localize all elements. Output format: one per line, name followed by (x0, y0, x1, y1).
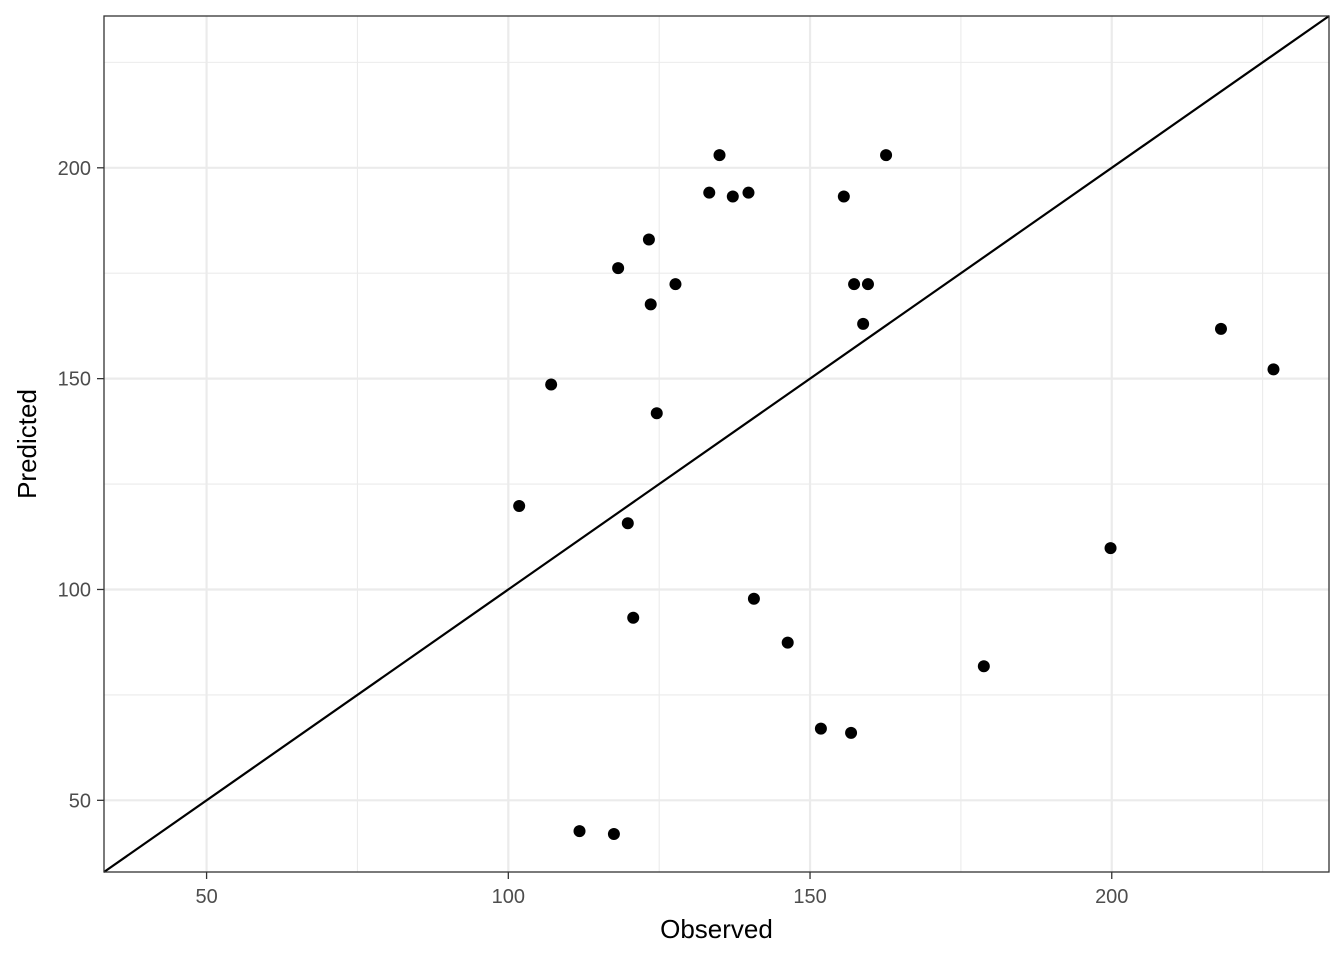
data-point (1104, 542, 1117, 555)
data-point (703, 186, 716, 199)
data-point (742, 186, 755, 199)
data-point (848, 278, 861, 291)
data-point (781, 636, 794, 649)
data-point (726, 190, 739, 203)
x-axis-title: Observed (660, 914, 773, 944)
data-point (977, 660, 990, 673)
y-tick-label: 200 (58, 158, 91, 180)
data-point (607, 828, 620, 841)
data-point (880, 149, 893, 162)
data-point (573, 825, 586, 838)
data-point (650, 407, 663, 420)
data-point (713, 149, 726, 162)
data-point (857, 317, 870, 330)
data-point (861, 278, 874, 291)
x-tick-label: 50 (195, 886, 217, 908)
data-point (627, 611, 640, 624)
data-point (814, 722, 827, 735)
data-point (612, 262, 625, 275)
data-points (513, 149, 1280, 841)
x-tick-label: 100 (492, 886, 525, 908)
data-point (642, 233, 655, 246)
data-point (644, 298, 657, 311)
identity-line (103, 15, 1330, 873)
data-point (545, 378, 558, 391)
data-point (837, 190, 850, 203)
reference-line-group (103, 15, 1330, 873)
data-point (513, 499, 526, 512)
y-tick-label: 150 (58, 369, 91, 391)
axis-ticks: 50 100 150 200 50 100 150 200 (58, 158, 1129, 908)
data-point (621, 517, 634, 530)
data-point (747, 592, 760, 605)
y-tick-label: 50 (69, 790, 91, 812)
y-tick-label: 100 (58, 579, 91, 601)
x-tick-label: 150 (793, 886, 826, 908)
y-axis-title: Predicted (12, 389, 42, 499)
data-point (1267, 363, 1280, 376)
data-point (669, 278, 682, 291)
x-tick-label: 200 (1095, 886, 1128, 908)
panel-border (103, 15, 1330, 873)
grid-lines (104, 16, 1329, 872)
data-point (1214, 322, 1227, 335)
data-point (845, 726, 858, 739)
